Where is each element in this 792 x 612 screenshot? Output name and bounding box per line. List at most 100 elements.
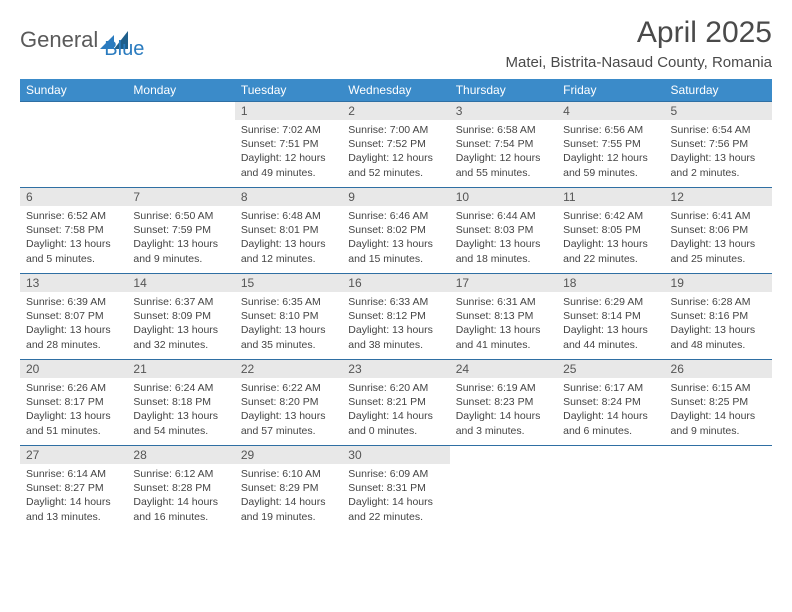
sunset-text: Sunset: 7:52 PM [348, 137, 443, 151]
day-number [557, 446, 664, 450]
sunrise-text: Sunrise: 6:37 AM [133, 295, 228, 309]
daylight-text: Daylight: 13 hours and 44 minutes. [563, 323, 658, 351]
sunrise-text: Sunrise: 6:19 AM [456, 381, 551, 395]
day-number: 15 [235, 274, 342, 292]
daylight-text: Daylight: 13 hours and 32 minutes. [133, 323, 228, 351]
day-cell: 28Sunrise: 6:12 AMSunset: 8:28 PMDayligh… [127, 446, 234, 532]
daylight-text: Daylight: 13 hours and 2 minutes. [671, 151, 766, 179]
day-number: 3 [450, 102, 557, 120]
weekday-header: Sunday [20, 79, 127, 102]
sunrise-text: Sunrise: 6:48 AM [241, 209, 336, 223]
sunrise-text: Sunrise: 6:20 AM [348, 381, 443, 395]
sunrise-text: Sunrise: 6:58 AM [456, 123, 551, 137]
day-content: Sunrise: 6:17 AMSunset: 8:24 PMDaylight:… [557, 378, 664, 440]
sunrise-text: Sunrise: 6:35 AM [241, 295, 336, 309]
day-number [20, 102, 127, 106]
daylight-text: Daylight: 13 hours and 48 minutes. [671, 323, 766, 351]
day-content: Sunrise: 6:33 AMSunset: 8:12 PMDaylight:… [342, 292, 449, 354]
calendar-table: Sunday Monday Tuesday Wednesday Thursday… [20, 79, 772, 532]
sunrise-text: Sunrise: 6:56 AM [563, 123, 658, 137]
daylight-text: Daylight: 13 hours and 15 minutes. [348, 237, 443, 265]
day-cell [127, 102, 234, 188]
sunrise-text: Sunrise: 6:50 AM [133, 209, 228, 223]
sunset-text: Sunset: 7:54 PM [456, 137, 551, 151]
daylight-text: Daylight: 13 hours and 25 minutes. [671, 237, 766, 265]
day-cell: 13Sunrise: 6:39 AMSunset: 8:07 PMDayligh… [20, 274, 127, 360]
day-content: Sunrise: 6:26 AMSunset: 8:17 PMDaylight:… [20, 378, 127, 440]
day-cell [450, 446, 557, 532]
sunrise-text: Sunrise: 6:44 AM [456, 209, 551, 223]
day-cell: 7Sunrise: 6:50 AMSunset: 7:59 PMDaylight… [127, 188, 234, 274]
logo-text-general: General [20, 27, 98, 53]
sunrise-text: Sunrise: 6:22 AM [241, 381, 336, 395]
daylight-text: Daylight: 14 hours and 6 minutes. [563, 409, 658, 437]
day-cell [20, 102, 127, 188]
day-content: Sunrise: 7:02 AMSunset: 7:51 PMDaylight:… [235, 120, 342, 182]
day-number: 9 [342, 188, 449, 206]
title-block: April 2025 Matei, Bistrita-Nasaud County… [506, 18, 773, 71]
sunrise-text: Sunrise: 6:12 AM [133, 467, 228, 481]
daylight-text: Daylight: 12 hours and 55 minutes. [456, 151, 551, 179]
logo-text-blue: Blue [104, 38, 144, 61]
sunrise-text: Sunrise: 6:29 AM [563, 295, 658, 309]
day-cell: 10Sunrise: 6:44 AMSunset: 8:03 PMDayligh… [450, 188, 557, 274]
logo: General Blue [20, 18, 144, 61]
sunrise-text: Sunrise: 7:00 AM [348, 123, 443, 137]
daylight-text: Daylight: 14 hours and 9 minutes. [671, 409, 766, 437]
sunset-text: Sunset: 8:14 PM [563, 309, 658, 323]
daylight-text: Daylight: 13 hours and 5 minutes. [26, 237, 121, 265]
sunset-text: Sunset: 8:03 PM [456, 223, 551, 237]
day-content: Sunrise: 6:58 AMSunset: 7:54 PMDaylight:… [450, 120, 557, 182]
daylight-text: Daylight: 13 hours and 51 minutes. [26, 409, 121, 437]
weekday-header: Thursday [450, 79, 557, 102]
day-cell: 8Sunrise: 6:48 AMSunset: 8:01 PMDaylight… [235, 188, 342, 274]
day-cell: 15Sunrise: 6:35 AMSunset: 8:10 PMDayligh… [235, 274, 342, 360]
calendar-body: 1Sunrise: 7:02 AMSunset: 7:51 PMDaylight… [20, 102, 772, 532]
day-content: Sunrise: 6:24 AMSunset: 8:18 PMDaylight:… [127, 378, 234, 440]
day-cell [557, 446, 664, 532]
day-cell: 29Sunrise: 6:10 AMSunset: 8:29 PMDayligh… [235, 446, 342, 532]
day-number: 21 [127, 360, 234, 378]
day-content: Sunrise: 6:46 AMSunset: 8:02 PMDaylight:… [342, 206, 449, 268]
sunrise-text: Sunrise: 6:52 AM [26, 209, 121, 223]
day-number: 4 [557, 102, 664, 120]
day-number: 12 [665, 188, 772, 206]
month-title: April 2025 [506, 18, 773, 48]
day-content: Sunrise: 6:22 AMSunset: 8:20 PMDaylight:… [235, 378, 342, 440]
day-cell: 4Sunrise: 6:56 AMSunset: 7:55 PMDaylight… [557, 102, 664, 188]
sunrise-text: Sunrise: 7:02 AM [241, 123, 336, 137]
weekday-header: Saturday [665, 79, 772, 102]
daylight-text: Daylight: 13 hours and 18 minutes. [456, 237, 551, 265]
header: General Blue April 2025 Matei, Bistrita-… [20, 18, 772, 71]
daylight-text: Daylight: 14 hours and 19 minutes. [241, 495, 336, 523]
day-content: Sunrise: 6:20 AMSunset: 8:21 PMDaylight:… [342, 378, 449, 440]
day-content: Sunrise: 6:42 AMSunset: 8:05 PMDaylight:… [557, 206, 664, 268]
sunset-text: Sunset: 8:28 PM [133, 481, 228, 495]
daylight-text: Daylight: 14 hours and 16 minutes. [133, 495, 228, 523]
day-number: 25 [557, 360, 664, 378]
day-content: Sunrise: 6:39 AMSunset: 8:07 PMDaylight:… [20, 292, 127, 354]
day-cell: 1Sunrise: 7:02 AMSunset: 7:51 PMDaylight… [235, 102, 342, 188]
day-content: Sunrise: 6:19 AMSunset: 8:23 PMDaylight:… [450, 378, 557, 440]
daylight-text: Daylight: 13 hours and 41 minutes. [456, 323, 551, 351]
day-number: 22 [235, 360, 342, 378]
day-number: 6 [20, 188, 127, 206]
day-content: Sunrise: 6:54 AMSunset: 7:56 PMDaylight:… [665, 120, 772, 182]
day-number: 19 [665, 274, 772, 292]
daylight-text: Daylight: 13 hours and 35 minutes. [241, 323, 336, 351]
sunrise-text: Sunrise: 6:41 AM [671, 209, 766, 223]
day-number [450, 446, 557, 450]
day-cell: 18Sunrise: 6:29 AMSunset: 8:14 PMDayligh… [557, 274, 664, 360]
daylight-text: Daylight: 12 hours and 59 minutes. [563, 151, 658, 179]
sunrise-text: Sunrise: 6:09 AM [348, 467, 443, 481]
sunset-text: Sunset: 8:23 PM [456, 395, 551, 409]
day-cell: 9Sunrise: 6:46 AMSunset: 8:02 PMDaylight… [342, 188, 449, 274]
sunset-text: Sunset: 8:24 PM [563, 395, 658, 409]
sunset-text: Sunset: 8:01 PM [241, 223, 336, 237]
day-content: Sunrise: 6:48 AMSunset: 8:01 PMDaylight:… [235, 206, 342, 268]
day-number: 30 [342, 446, 449, 464]
day-cell: 17Sunrise: 6:31 AMSunset: 8:13 PMDayligh… [450, 274, 557, 360]
day-content: Sunrise: 6:52 AMSunset: 7:58 PMDaylight:… [20, 206, 127, 268]
sunrise-text: Sunrise: 6:54 AM [671, 123, 766, 137]
day-number: 26 [665, 360, 772, 378]
